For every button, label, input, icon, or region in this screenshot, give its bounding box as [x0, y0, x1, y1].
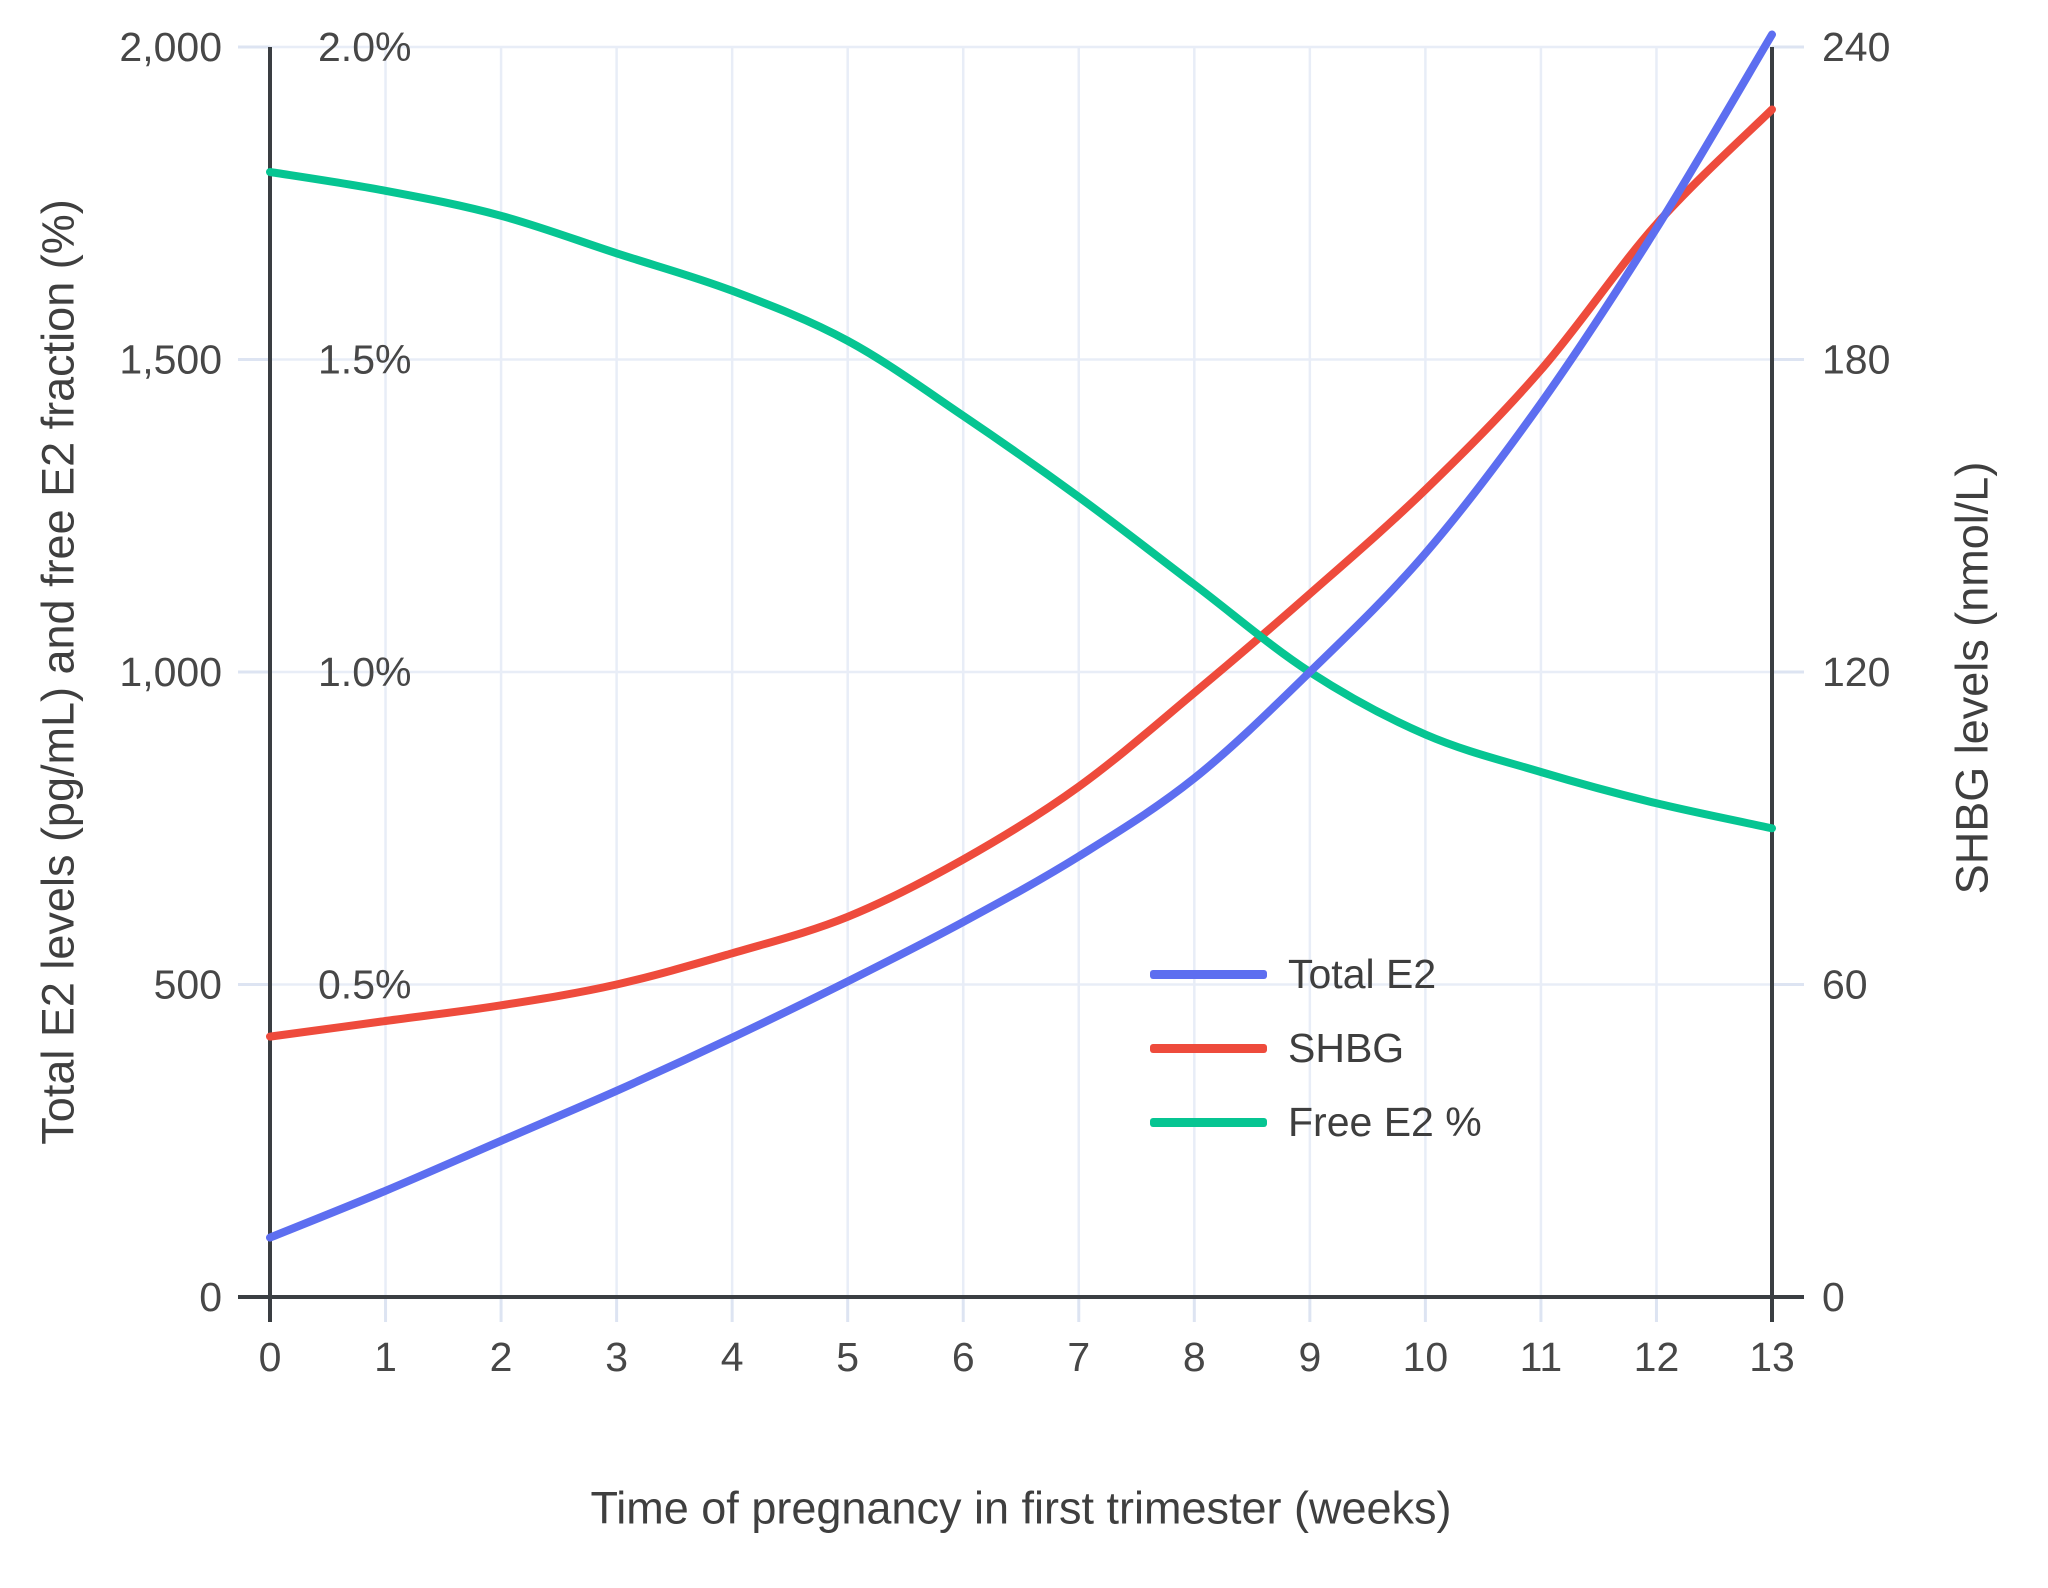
legend-item-free-e2: Free E2 % — [1150, 1099, 1482, 1145]
x-tick-label: 7 — [1067, 1334, 1090, 1380]
data-curves — [266, 30, 1776, 1242]
series-line-free-e2 — [266, 168, 1776, 833]
legend-item-total-e2: Total E2 — [1150, 951, 1436, 997]
x-tick-label: 10 — [1403, 1334, 1449, 1380]
legend-label-shbg: SHBG — [1288, 1025, 1404, 1071]
legend-label-total-e2: Total E2 — [1288, 951, 1436, 997]
y-left-tick-label: 500 — [154, 962, 222, 1008]
legend-swatch-shbg — [1150, 1044, 1267, 1053]
series-line-total-e2 — [266, 30, 1776, 1242]
x-tick-label: 0 — [259, 1334, 282, 1380]
tick-labels: 05001,0001,5002,0000.5%1.0%1.5%2.0%06012… — [119, 24, 1890, 1380]
x-tick-label: 4 — [721, 1334, 744, 1380]
x-tick-label: 8 — [1183, 1334, 1206, 1380]
percent-tick-label: 1.0% — [318, 649, 411, 695]
x-tick-label: 12 — [1634, 1334, 1680, 1380]
percent-tick-label: 0.5% — [318, 962, 411, 1008]
percent-tick-label: 2.0% — [318, 24, 411, 70]
legend: Total E2 SHBG Free E2 % — [1150, 951, 1482, 1145]
x-tick-label: 5 — [836, 1334, 859, 1380]
x-tick-label: 9 — [1298, 1334, 1321, 1380]
percent-tick-label: 1.5% — [318, 337, 411, 383]
x-tick-label: 1 — [374, 1334, 397, 1380]
x-tick-label: 2 — [490, 1334, 513, 1380]
left-y-axis-title: Total E2 levels (pg/mL) and free E2 frac… — [33, 199, 84, 1144]
y-left-tick-label: 1,500 — [119, 337, 222, 383]
x-tick-label: 3 — [605, 1334, 628, 1380]
y-right-tick-label: 120 — [1822, 649, 1890, 695]
y-left-tick-label: 2,000 — [119, 24, 222, 70]
y-right-tick-label: 60 — [1822, 962, 1868, 1008]
right-y-axis-title: SHBG levels (nmol/L) — [1947, 462, 1998, 895]
x-axis-title: Time of pregnancy in first trimester (we… — [590, 1483, 1451, 1534]
gridlines — [270, 45, 1772, 1297]
x-tick-label: 11 — [1520, 1334, 1563, 1380]
y-left-tick-label: 0 — [199, 1274, 222, 1320]
legend-label-free-e2: Free E2 % — [1288, 1099, 1482, 1145]
x-tick-label: 6 — [952, 1334, 975, 1380]
legend-swatch-free-e2 — [1150, 1118, 1267, 1127]
y-right-tick-label: 180 — [1822, 337, 1890, 383]
y-right-tick-label: 240 — [1822, 24, 1890, 70]
legend-swatch-total-e2 — [1150, 970, 1267, 979]
x-tick-label: 13 — [1749, 1334, 1795, 1380]
legend-item-shbg: SHBG — [1150, 1025, 1404, 1071]
tick-marks — [238, 45, 1804, 1322]
series-line-shbg — [266, 105, 1776, 1041]
y-left-tick-label: 1,000 — [119, 649, 222, 695]
axis-lines — [238, 47, 1804, 1322]
y-right-tick-label: 0 — [1822, 1274, 1845, 1320]
